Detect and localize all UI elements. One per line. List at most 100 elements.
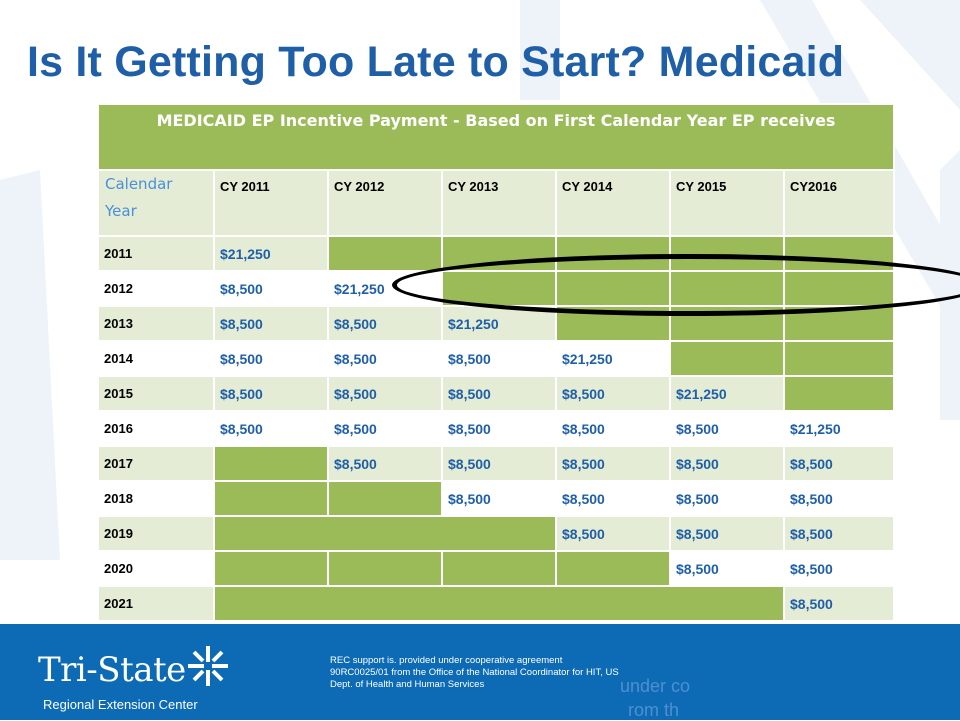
empty-cell [327, 550, 443, 587]
table-row: 2018 $8,500 $8,500 $8,500 $8,500 [97, 480, 896, 517]
column-header-cy-2015: CY 2015 [669, 169, 785, 237]
table-row: 2016 $8,500 $8,500 $8,500 $8,500 $8,500 $21,25… [97, 410, 896, 447]
payment-cell: $8,500 [441, 375, 557, 412]
year-cell: 2015 [97, 375, 215, 412]
payment-cell: $8,500 [213, 410, 329, 447]
logo-subtitle: Regional Extension Center [43, 697, 198, 712]
empty-cell [213, 445, 329, 482]
empty-cell [441, 235, 557, 272]
payment-cell: $8,500 [782, 550, 896, 587]
funding-notice: REC support is. provided under cooperati… [330, 655, 619, 690]
payment-cell: $8,500 [441, 480, 557, 517]
payment-cell: $21,250 [441, 305, 557, 342]
column-header-cy-2016: CY2016 [782, 169, 896, 237]
payment-cell: $21,250 [327, 270, 443, 307]
payment-cell: $8,500 [555, 410, 671, 447]
table-row: 2014 $8,500 $8,500 $8,500 $21,250 [97, 340, 896, 377]
payment-cell: $8,500 [555, 480, 671, 517]
table-row: 2021 $8,500 [97, 585, 896, 622]
footer-bar: Tri-State Regional Extension Center unde… [0, 624, 960, 720]
empty-cell [782, 340, 896, 377]
ghost-text-2: rom th [628, 700, 680, 720]
table-row: 2020 $8,500 $8,500 [97, 550, 896, 587]
table-row: 2017 $8,500 $8,500 $8,500 $8,500 $8,500 [97, 445, 896, 482]
payment-cell: $8,500 [213, 305, 329, 342]
empty-cell [555, 235, 671, 272]
empty-cell [327, 480, 443, 517]
empty-cell [213, 480, 329, 517]
year-cell: 2012 [97, 270, 215, 307]
empty-cell [669, 340, 785, 377]
year-cell: 2017 [97, 445, 215, 482]
payment-cell: $8,500 [669, 445, 785, 482]
empty-cell [213, 515, 557, 552]
year-cell: 2020 [97, 550, 215, 587]
payment-cell: $8,500 [441, 340, 557, 377]
year-cell: 2011 [97, 235, 215, 272]
tri-state-logo: Tri-State Regional Extension Center [38, 644, 228, 714]
empty-cell [555, 305, 671, 342]
payment-cell: $8,500 [555, 515, 671, 552]
empty-cell [327, 235, 443, 272]
payment-cell: $8,500 [782, 480, 896, 517]
logo-name: Tri-State [38, 650, 186, 690]
slide-title: Is It Getting Too Late to Start? Medicai… [27, 38, 845, 86]
payment-cell: $8,500 [669, 410, 785, 447]
year-cell: 2019 [97, 515, 215, 552]
payment-cell: $8,500 [327, 305, 443, 342]
empty-cell [669, 235, 785, 272]
payment-cell: $8,500 [669, 515, 785, 552]
empty-cell [555, 270, 671, 307]
tri-state-star-logo-icon [188, 646, 228, 686]
payment-cell: $8,500 [555, 375, 671, 412]
payment-cell: $8,500 [669, 550, 785, 587]
empty-cell [669, 305, 785, 342]
payment-cell: $8,500 [213, 375, 329, 412]
empty-cell [782, 375, 896, 412]
payment-cell: $21,250 [555, 340, 671, 377]
year-cell: 2021 [97, 585, 215, 622]
year-cell: 2018 [97, 480, 215, 517]
empty-cell [213, 585, 785, 622]
column-header-cy-2013: CY 2013 [441, 169, 557, 237]
column-header-cy-2011: CY 2011 [213, 169, 329, 237]
payment-cell: $8,500 [782, 585, 896, 622]
payment-cell: $8,500 [327, 375, 443, 412]
table-row: 2011 $21,250 [97, 235, 896, 272]
year-cell: 2013 [97, 305, 215, 342]
payment-cell: $8,500 [327, 445, 443, 482]
empty-cell [782, 305, 896, 342]
empty-cell [782, 270, 896, 307]
empty-cell [782, 235, 896, 272]
year-cell: 2016 [97, 410, 215, 447]
payment-cell: $8,500 [782, 515, 896, 552]
empty-cell [555, 550, 671, 587]
ghost-text-1: under co [620, 676, 691, 696]
payment-cell: $8,500 [441, 445, 557, 482]
table-row: 2019 $8,500 $8,500 $8,500 [97, 515, 896, 552]
payment-cell: $8,500 [213, 270, 329, 307]
payment-cell: $8,500 [213, 340, 329, 377]
column-header-cy-2014: CY 2014 [555, 169, 671, 237]
column-header-cy-2012: CY 2012 [327, 169, 443, 237]
payment-cell: $8,500 [782, 445, 896, 482]
empty-cell [669, 270, 785, 307]
payment-cell: $8,500 [327, 410, 443, 447]
payment-cell: $8,500 [327, 340, 443, 377]
payment-cell: $8,500 [441, 410, 557, 447]
year-cell: 2014 [97, 340, 215, 377]
empty-cell [441, 550, 557, 587]
table-header: MEDICAID EP Incentive Payment - Based on… [96, 103, 896, 171]
payment-cell: $21,250 [782, 410, 896, 447]
payment-cell: $8,500 [669, 480, 785, 517]
table-row: 2013 $8,500 $8,500 $21,250 [97, 305, 896, 342]
payment-cell: $8,500 [555, 445, 671, 482]
table-row: 2015 $8,500 $8,500 $8,500 $8,500 $21,250 [97, 375, 896, 412]
payment-cell: $21,250 [669, 375, 785, 412]
empty-cell [441, 270, 557, 307]
row-label-header: Calendar Year [97, 169, 215, 237]
incentive-payment-table: MEDICAID EP Incentive Payment - Based on… [96, 103, 960, 657]
empty-cell [213, 550, 329, 587]
payment-cell: $21,250 [213, 235, 329, 272]
table-row: 2012 $8,500 $21,250 [97, 270, 896, 307]
